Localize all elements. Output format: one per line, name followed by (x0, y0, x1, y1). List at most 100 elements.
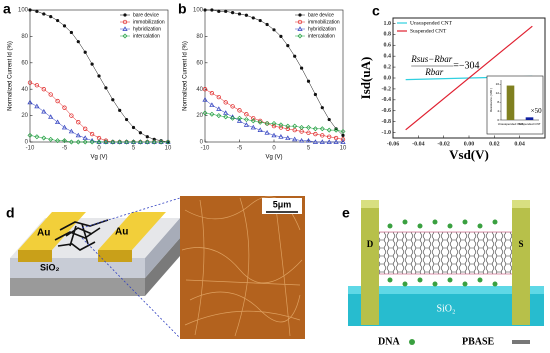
y-tick-label: -0.8 (382, 119, 392, 125)
point (42, 12, 46, 16)
inset-bar (506, 85, 515, 120)
panel-label: e (342, 205, 350, 221)
point (340, 139, 346, 144)
shape (462, 219, 468, 225)
point (110, 139, 116, 145)
point (298, 137, 305, 143)
x-axis-label: Vsd(V) (449, 147, 489, 162)
y-tick-label: -0.2 (382, 86, 392, 92)
point (104, 86, 108, 90)
y-tick-label: 100 (193, 8, 204, 14)
point (272, 28, 276, 32)
y-axis-label: Normalized Current Id (%) (183, 41, 189, 111)
point (319, 139, 325, 144)
legend-label: Suspended CNT (410, 28, 447, 34)
point (125, 117, 129, 122)
x-tick-label: 0.04 (514, 141, 525, 147)
y-tick-label: 40 (21, 87, 28, 93)
point (165, 139, 171, 145)
inset-ylabel: Resistance ( MΩ ) (489, 88, 493, 112)
point (297, 33, 303, 39)
point (158, 139, 164, 145)
annotation: =−304 (453, 60, 479, 71)
scale-bar-label: 5μm (273, 199, 292, 209)
shape (447, 223, 453, 229)
afm-texture (181, 196, 303, 337)
series-line (204, 112, 344, 132)
series-line (29, 82, 168, 143)
point (264, 130, 270, 135)
electrode-top (98, 212, 166, 250)
inset-annotation: ×50 (531, 107, 542, 115)
point (55, 138, 61, 144)
inset-category: Suspended CNT (518, 122, 540, 126)
shape (462, 281, 468, 287)
point (257, 119, 263, 125)
legend-label: intercalation (308, 33, 335, 39)
point (305, 137, 312, 143)
point (62, 105, 67, 110)
x-tick-label: 0.00 (464, 141, 475, 147)
point (299, 124, 305, 130)
point (278, 134, 284, 139)
point (202, 110, 208, 116)
point (279, 34, 283, 39)
shape (477, 277, 483, 283)
point (41, 87, 46, 92)
shape (387, 223, 393, 229)
point (34, 83, 40, 88)
point (103, 139, 109, 145)
x-tick-label: 0 (97, 146, 101, 152)
point (340, 128, 346, 134)
point (27, 99, 33, 105)
point (131, 139, 136, 145)
legend-label: PBASE (462, 336, 495, 347)
point (137, 139, 143, 145)
point (258, 18, 262, 23)
shape (402, 219, 408, 225)
inset-bar (525, 117, 534, 120)
point (306, 79, 311, 83)
substrate-top (348, 286, 544, 294)
point (264, 121, 270, 127)
legend-dna (409, 339, 415, 345)
point (209, 111, 215, 117)
panel-d: d Au Au SiO₂ 5μm (6, 196, 305, 339)
point (216, 106, 222, 111)
nanotube (379, 232, 512, 274)
point (34, 103, 40, 109)
shape (402, 281, 408, 287)
point (48, 136, 54, 142)
point (131, 125, 136, 130)
point (75, 139, 81, 145)
point (89, 139, 95, 145)
electrode-label: S (518, 239, 523, 249)
x-tick-label: -5 (237, 146, 243, 152)
point (306, 124, 311, 130)
point (327, 117, 331, 122)
point (27, 80, 33, 85)
shape (432, 219, 438, 225)
point (237, 115, 242, 121)
electrode (512, 205, 530, 325)
point (243, 117, 249, 123)
point (34, 134, 40, 140)
y-tick-label: 40 (196, 87, 203, 93)
shape (432, 281, 438, 287)
x-tick-label: -10 (201, 146, 210, 152)
legend-label: hybridization (133, 26, 161, 32)
point (138, 131, 142, 135)
electrode-label: Au (115, 227, 128, 238)
legend-label: bare device (308, 12, 334, 18)
x-tick-label: -0.02 (437, 141, 450, 147)
point (62, 138, 67, 144)
point (55, 98, 60, 104)
substrate-label: SiO₂ (40, 262, 60, 272)
point (243, 122, 250, 127)
point (244, 13, 248, 17)
point (230, 104, 235, 109)
electrode-front (98, 250, 132, 262)
cnt-network (54, 219, 109, 251)
x-tick-label: -0.04 (412, 141, 425, 147)
